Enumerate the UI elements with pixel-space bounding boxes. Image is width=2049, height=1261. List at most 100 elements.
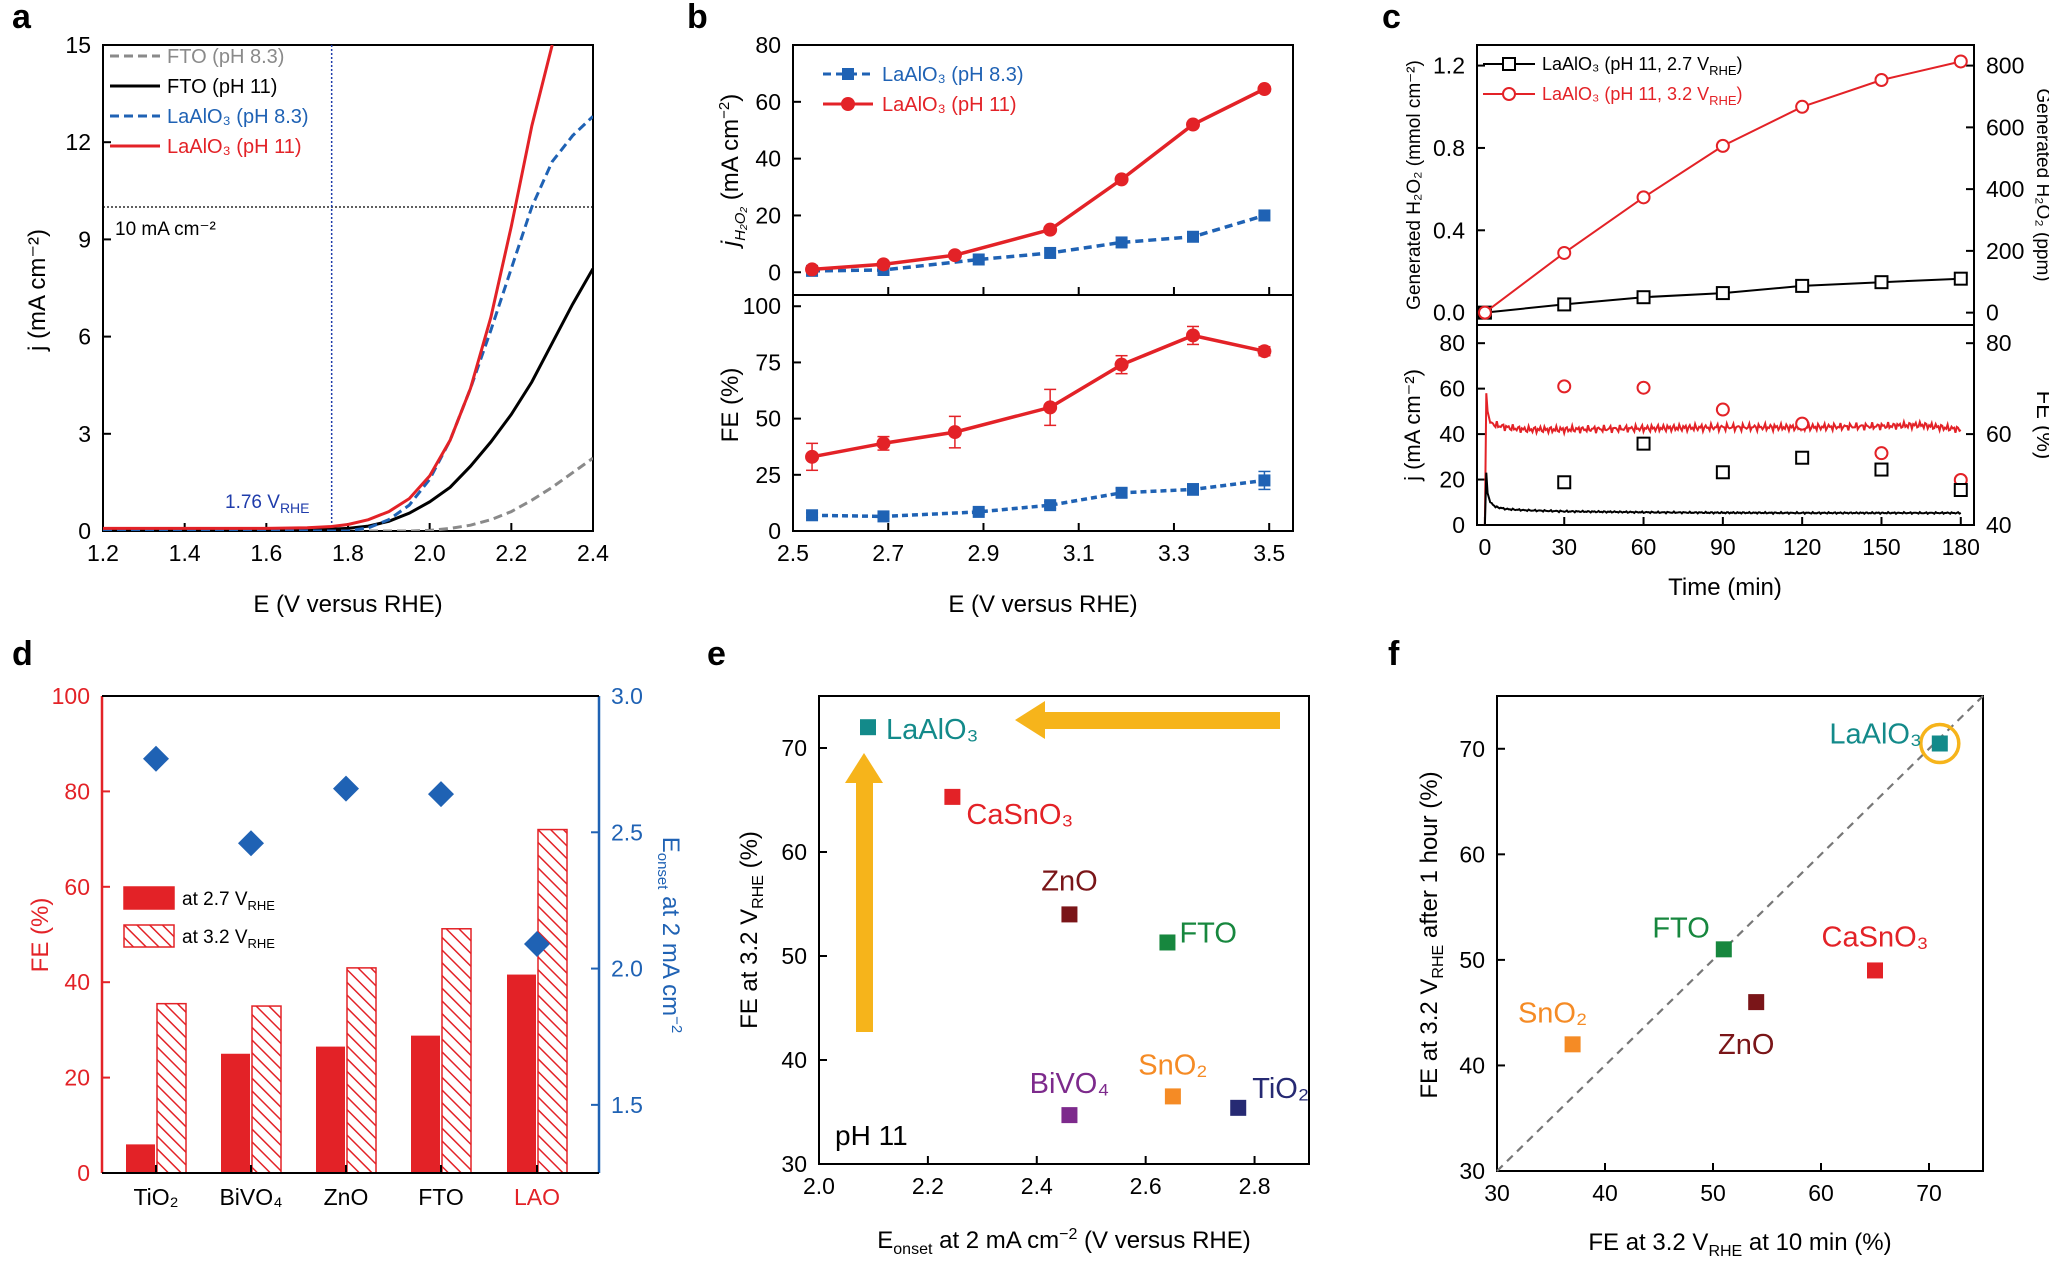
- y-tick-label: 0: [1452, 512, 1465, 538]
- bar-3p2V: [251, 1005, 282, 1174]
- y-tick-label: 0.8: [1433, 135, 1465, 161]
- y-tick-label: 0: [768, 518, 781, 544]
- x-tick-label: 50: [1700, 1180, 1726, 1206]
- panel-b: 2.5 2.7 2.9 3.1 3.3 3.5 0 20 40 60 80 0 25 50 75 100 La…: [716, 32, 1294, 618]
- y-tick-label: 40: [1439, 421, 1465, 447]
- series-line: [103, 267, 593, 531]
- x-tick-label: 3.1: [1063, 540, 1095, 566]
- current-trace: [1483, 472, 1962, 525]
- y2-tick-label: 1.5: [611, 1092, 643, 1118]
- y2-axis-label: Eonset at 2 mA cm−2: [654, 837, 685, 1034]
- data-marker: [1795, 99, 1810, 114]
- y-tick-label: 30: [1459, 1158, 1485, 1184]
- y-tick-label: 6: [78, 324, 91, 350]
- data-marker: [947, 425, 962, 440]
- legend-label: LaAlO₃ (pH 11, 2.7 VRHE): [1542, 54, 1743, 78]
- current-traces: [1483, 393, 1962, 525]
- x-tick-label: FTO: [418, 1184, 464, 1210]
- y-tick-label: 9: [78, 226, 91, 252]
- panel-label-d: d: [12, 635, 33, 673]
- data-marker: [877, 510, 890, 523]
- point-label: CaSnO₃: [1822, 921, 1929, 953]
- y-tick-label: 70: [1459, 736, 1485, 762]
- panel-label-c: c: [1382, 0, 1401, 36]
- data-point: [1931, 735, 1948, 752]
- data-marker: [1114, 172, 1129, 187]
- y-tick-label: 100: [52, 683, 90, 709]
- data-marker: [1636, 290, 1651, 305]
- data-point: [1564, 1036, 1581, 1053]
- legend-label-close: ): [1737, 84, 1743, 104]
- data-marker: [1187, 230, 1199, 243]
- legend-label-main: at 3.2 V: [182, 927, 248, 948]
- x-tick-label: 30: [1484, 1180, 1510, 1206]
- data-marker: [1715, 286, 1730, 301]
- y2-tick-label: 40: [1986, 512, 2012, 538]
- y-tick-label: 60: [1439, 376, 1465, 402]
- x-axis-label: Eonset at 2 mA cm−2 (V versus RHE): [877, 1226, 1250, 1258]
- point-label: ZnO: [1041, 865, 1097, 897]
- y-tick-label: 20: [64, 1065, 90, 1091]
- data-marker: [841, 97, 855, 111]
- x-tick-label: 40: [1592, 1180, 1618, 1206]
- x-tick-label: 0: [1479, 534, 1492, 560]
- data-point: [860, 719, 876, 736]
- x-tick-label: 60: [1631, 534, 1657, 560]
- data-point: [1061, 1107, 1078, 1124]
- y-tick-label: 20: [1439, 467, 1465, 493]
- data-marker: [1557, 297, 1572, 312]
- x-tick-label: 180: [1942, 534, 1980, 560]
- y-tick-label: 0.0: [1433, 300, 1465, 326]
- vline-label-sub: RHE: [280, 500, 310, 516]
- y-axis-label: FE at 3.2 VRHE (%): [736, 831, 767, 1029]
- data-marker: [1953, 54, 1968, 69]
- x-axis-label: E (V versus RHE): [253, 591, 442, 618]
- legend-label-sub: RHE: [1709, 93, 1737, 108]
- point-label: CaSnO₃: [966, 799, 1073, 831]
- y-tick-label: 70: [781, 735, 807, 761]
- x-tick-label: 2.6: [1130, 1173, 1162, 1199]
- y2-axis-label-top: Generated H₂O₂ (ppm): [2032, 88, 2049, 281]
- y2-tick-label: 0: [1986, 300, 1999, 326]
- data-marker: [1795, 278, 1810, 293]
- data-point: [1867, 962, 1883, 979]
- bar-3p2V: [346, 967, 377, 1174]
- bar-2p7V: [221, 1053, 250, 1173]
- x-tick-label: ZnO: [324, 1184, 369, 1210]
- data-marker: [805, 449, 820, 464]
- arrow-head-h: [1015, 701, 1045, 739]
- data-marker: [1187, 483, 1199, 496]
- data-marker: [1874, 462, 1889, 477]
- y2-tick-label: 600: [1986, 114, 2024, 140]
- data-marker: [972, 505, 985, 518]
- x-tick-label: 2.0: [803, 1173, 835, 1199]
- y2-tick-label: 200: [1986, 238, 2024, 264]
- data-marker: [1874, 446, 1889, 461]
- x-axis-label: Time (min): [1668, 574, 1782, 601]
- bar-2p7V: [507, 974, 536, 1173]
- data-marker: [1953, 271, 1968, 286]
- legend-label-main: LaAlO₃ (pH 11, 2.7 V: [1542, 54, 1709, 74]
- y-tick-label: 1.2: [1433, 53, 1465, 79]
- data-marker: [238, 830, 264, 857]
- y-tick-label: 50: [755, 406, 781, 432]
- parity-line: [1496, 695, 1984, 1172]
- data-marker: [428, 781, 454, 808]
- x-tick-label: 1.4: [169, 540, 201, 566]
- y-tick-label: 20: [755, 202, 781, 228]
- data-marker: [1044, 499, 1057, 512]
- panel-label-f: f: [1388, 635, 1400, 673]
- data-marker: [876, 257, 891, 272]
- panel-c: 0 30 60 90 120 150 1800.00.40.81.2020040060080…: [1400, 44, 2049, 601]
- data-marker: [1115, 236, 1128, 249]
- y2-tick-label: 400: [1986, 176, 2024, 202]
- x-tick-label: LAO: [514, 1184, 560, 1210]
- x-tick-label: 2.8: [1239, 1173, 1271, 1199]
- x-tick-label: 1.2: [87, 540, 119, 566]
- data-marker: [1114, 357, 1129, 372]
- data-marker: [805, 262, 820, 277]
- legend-label: LaAlO₃ (pH 11): [167, 136, 302, 158]
- x-tick-label: 1.6: [250, 540, 282, 566]
- legend-label: at 2.7 VRHE: [182, 889, 275, 913]
- bar-2p7V: [126, 1144, 155, 1173]
